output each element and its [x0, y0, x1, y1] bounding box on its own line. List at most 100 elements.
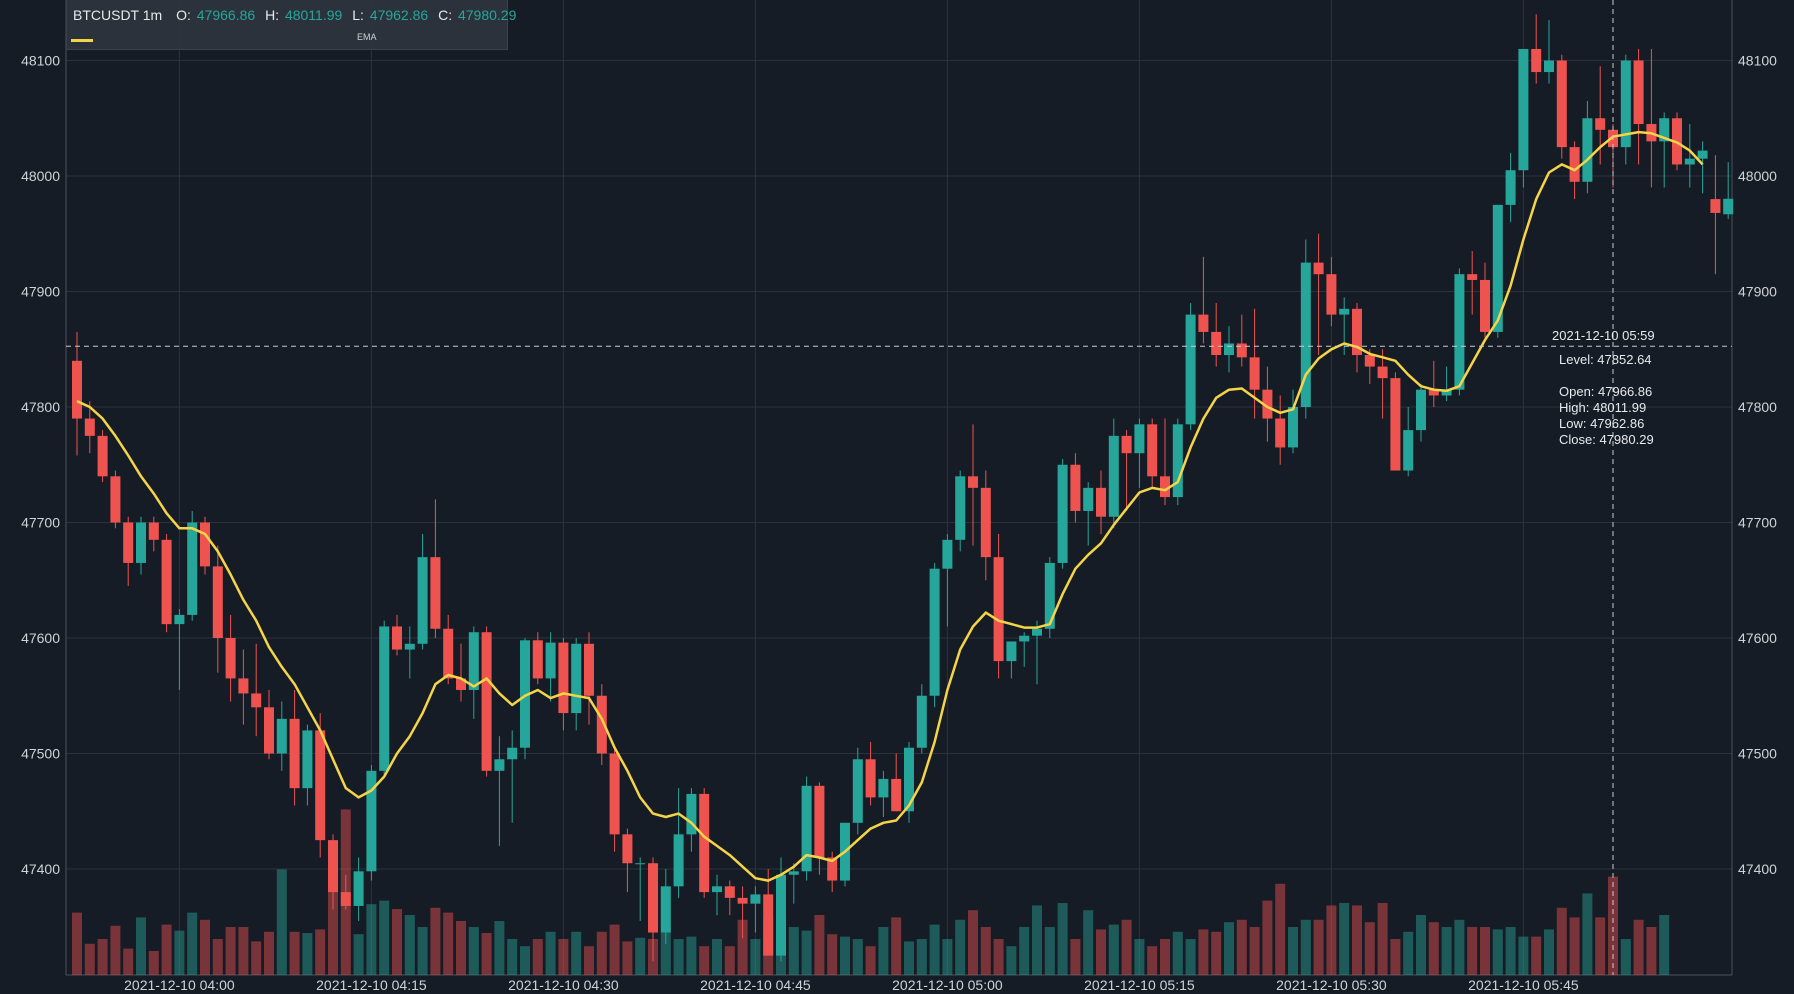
candle-body: [584, 643, 594, 696]
volume-bar: [712, 939, 722, 975]
volume-bar: [1249, 927, 1260, 975]
volume-bar: [353, 934, 364, 975]
volume-bar: [1454, 919, 1465, 975]
candle-body: [1108, 435, 1119, 517]
candle-body: [955, 476, 966, 540]
candle-body: [251, 693, 262, 708]
volume-bar: [814, 915, 825, 975]
candle-body: [1160, 476, 1170, 498]
volume-bar: [1300, 919, 1311, 975]
candle-body: [1134, 424, 1145, 454]
candle-body: [315, 730, 326, 841]
candle-body: [443, 628, 454, 679]
volume-bar: [494, 921, 505, 975]
crosshair-level: Level: 47852.64: [1559, 352, 1652, 367]
candle-body: [481, 632, 492, 771]
volume-bar: [1236, 919, 1247, 975]
volume-bar: [1326, 905, 1337, 975]
candle-body: [1697, 150, 1708, 159]
high-label: H:: [265, 7, 280, 23]
volume-bar: [955, 919, 966, 975]
volume-bar: [1275, 883, 1286, 975]
candle-body: [1364, 355, 1375, 367]
volume-bar: [174, 930, 185, 975]
candle-body: [878, 778, 889, 798]
candle-body: [993, 557, 1004, 662]
candle-body: [942, 539, 953, 569]
high-value: 48011.99: [284, 7, 343, 23]
candle-body: [302, 730, 313, 789]
candle-body: [1454, 274, 1465, 390]
candle-body: [417, 557, 428, 644]
candle-body: [891, 778, 902, 812]
ema-legend-label: EMA: [357, 32, 377, 42]
volume-bar: [622, 941, 633, 975]
volume-bar: [1083, 910, 1094, 975]
x-tick-label: 2021-12-10 05:30: [1276, 977, 1387, 993]
candle-body: [1275, 418, 1286, 448]
candle-body: [1224, 343, 1234, 356]
volume-bar: [238, 927, 249, 975]
candle-body: [609, 753, 620, 835]
candle-body: [1019, 635, 1030, 642]
candle-body: [1006, 641, 1017, 662]
y-tick-label-right: 47600: [1738, 630, 1777, 646]
volume-bar: [1428, 922, 1439, 975]
crosshair-high: High: 48011.99: [1559, 400, 1646, 415]
candle-body: [97, 435, 108, 477]
candle-body: [1505, 170, 1516, 205]
candle-body: [1185, 314, 1196, 425]
volume-bar: [545, 931, 556, 975]
y-tick-label-left: 47900: [21, 284, 60, 300]
volume-bar: [430, 907, 441, 975]
volume-bar: [404, 915, 415, 975]
candle-body: [84, 418, 95, 436]
candle-body: [1684, 158, 1695, 165]
volume-bar: [1134, 939, 1145, 975]
volume-bar: [123, 948, 134, 975]
candle-body: [596, 695, 607, 754]
candle-body: [635, 863, 646, 865]
candle-body: [1249, 357, 1260, 390]
candle-body: [238, 678, 249, 694]
volume-bar: [827, 934, 838, 975]
volume-bar: [1044, 927, 1055, 975]
candle-body: [1556, 60, 1567, 148]
volume-bar: [1147, 946, 1158, 975]
candle-body: [1416, 389, 1426, 431]
candle-body: [788, 871, 799, 875]
volume-bar: [468, 927, 479, 975]
candle-body: [430, 557, 441, 629]
volume-bar: [980, 927, 991, 975]
y-tick-label-right: 47400: [1738, 861, 1777, 877]
volume-bar: [673, 939, 684, 975]
volume-bar: [1096, 929, 1106, 975]
volume-bar: [1185, 939, 1196, 975]
candle-body: [379, 626, 390, 771]
volume-bar: [596, 931, 607, 975]
candle-body: [456, 678, 466, 690]
candle-body: [1352, 308, 1362, 356]
candle-body: [1595, 118, 1606, 130]
volume-bar: [1057, 903, 1068, 975]
volume-bar: [1006, 946, 1017, 975]
volume-bar: [1441, 927, 1452, 975]
volume-bar: [1608, 876, 1618, 975]
volume-bar: [699, 946, 710, 975]
volume-bar: [801, 930, 812, 975]
volume-bar: [968, 910, 978, 975]
volume-bar: [1569, 917, 1580, 975]
candle-body: [1480, 279, 1490, 332]
x-tick-label: 2021-12-10 04:00: [124, 977, 235, 993]
candle-body: [1659, 118, 1670, 142]
candle-body: [392, 626, 402, 650]
ema-legend-swatch: [71, 39, 93, 42]
y-tick-label-right: 48000: [1738, 168, 1777, 184]
candle-body: [1032, 628, 1042, 636]
volume-bar: [916, 939, 927, 975]
ohlc-legend-row: BTCUSDT 1m O: 47966.86 H: 48011.99 L: 47…: [73, 7, 522, 23]
candle-body: [1620, 60, 1631, 148]
